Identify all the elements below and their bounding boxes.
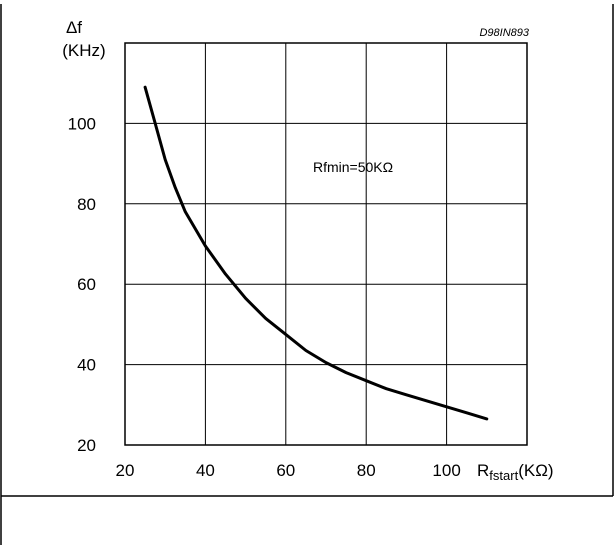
y-tick-labels: 20 40 60 80 100 <box>68 114 96 455</box>
x-tick-labels: 20 40 60 80 100 <box>116 461 461 480</box>
series-layer <box>143 85 489 421</box>
y-tick-60: 60 <box>77 275 96 294</box>
x-axis-label-sub: fstart <box>489 468 518 483</box>
figure-code: D98IN893 <box>479 27 529 39</box>
x-tick-60: 60 <box>276 461 295 480</box>
x-axis-label: Rfstart(KΩ) <box>477 461 554 483</box>
y-tick-40: 40 <box>77 356 96 375</box>
y-axis-symbol: Δf <box>66 18 82 37</box>
x-tick-20: 20 <box>116 461 135 480</box>
x-tick-80: 80 <box>357 461 376 480</box>
x-tick-100: 100 <box>432 461 460 480</box>
x-axis-label-main: R <box>477 461 489 480</box>
y-tick-80: 80 <box>77 195 96 214</box>
plot-border <box>124 42 528 446</box>
y-axis-unit: (KHz) <box>62 41 105 60</box>
x-tick-40: 40 <box>196 461 215 480</box>
annotation-rfmin: Rfmin=50KΩ <box>313 159 393 175</box>
grid-lines <box>125 43 527 445</box>
y-tick-100: 100 <box>68 114 96 133</box>
series-line-0 <box>143 85 489 421</box>
x-axis-label-unit: (KΩ) <box>518 461 553 480</box>
y-tick-20: 20 <box>77 436 96 455</box>
